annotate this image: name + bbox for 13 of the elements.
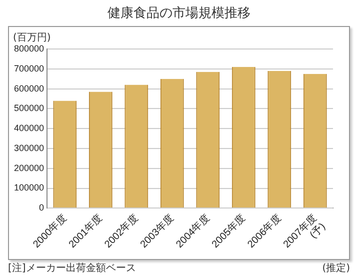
y-tick-label: 300000 bbox=[14, 142, 44, 153]
y-tick-label: 700000 bbox=[14, 63, 44, 74]
text: [注]メーカー出荷金額ベース bbox=[8, 262, 136, 275]
y-tick-label: 800000 bbox=[14, 43, 44, 54]
y-tick-label: 600000 bbox=[14, 83, 44, 94]
y-tick-label: 0 bbox=[39, 202, 44, 213]
y-tick-label: 200000 bbox=[14, 162, 44, 173]
chart-title: 健康食品の市場規模推移 bbox=[106, 5, 252, 22]
y-tick-label: 400000 bbox=[14, 123, 44, 134]
y-axis-title: (百万円) bbox=[13, 32, 51, 44]
text: (推定) bbox=[322, 262, 350, 275]
y-tick-label: 100000 bbox=[14, 182, 44, 193]
y-tick-label: 500000 bbox=[14, 103, 44, 114]
